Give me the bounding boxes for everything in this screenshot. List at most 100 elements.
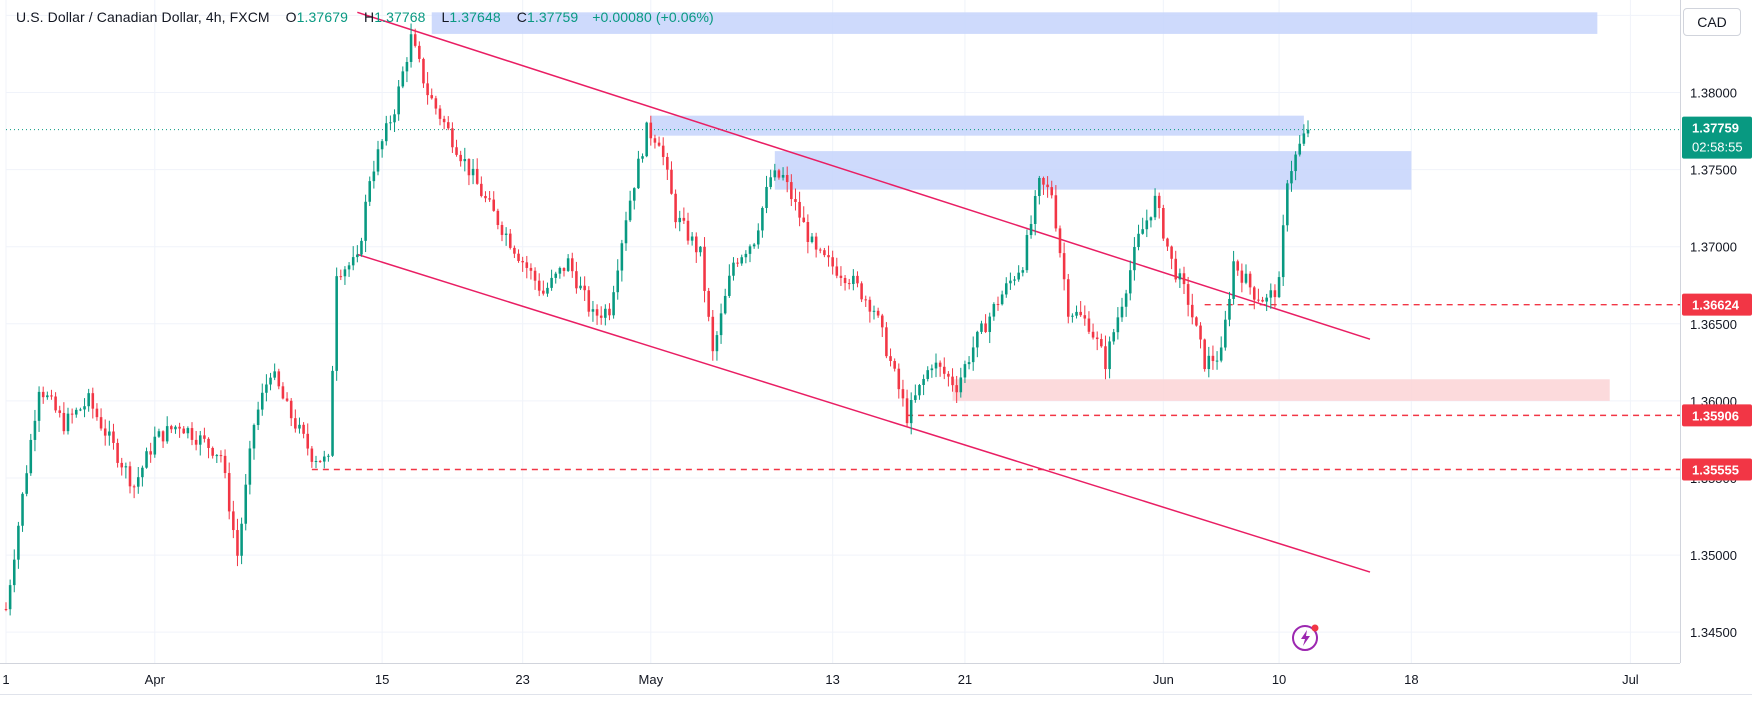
candle [1174, 250, 1178, 283]
candle [1236, 259, 1240, 276]
candle [773, 163, 777, 181]
candle-body [1269, 290, 1273, 298]
candle [112, 423, 115, 450]
candle [620, 239, 624, 282]
candle [558, 266, 562, 279]
candle [310, 446, 314, 468]
x-tick-label: 21 [958, 672, 972, 687]
candle [1145, 209, 1149, 238]
horizontal-levels [6, 129, 1680, 471]
candle [141, 465, 144, 487]
candle [1004, 277, 1008, 298]
candle-body [178, 426, 181, 429]
candle [153, 426, 157, 458]
candle-body [893, 360, 896, 369]
candle-body [496, 210, 500, 225]
candle-body [471, 168, 475, 176]
candle-body [376, 149, 380, 172]
candle-body [91, 393, 95, 409]
time-axis-labels: 1 Apr 15 23 May 13 21 Jun 10 18 Jul [2, 672, 1638, 687]
candle-body [1013, 279, 1016, 281]
x-tick-label: 18 [1404, 672, 1418, 687]
candle-body [637, 158, 640, 189]
candle-body [699, 246, 702, 253]
candle [438, 105, 442, 126]
candle-body [955, 385, 958, 393]
candle-body [823, 250, 826, 256]
candle-body [120, 462, 124, 468]
candle-body [599, 315, 603, 318]
candle-body [533, 270, 537, 281]
candle [17, 521, 20, 569]
candle [360, 237, 363, 257]
candle-body [1083, 315, 1087, 319]
candle-body [434, 98, 438, 109]
candle [294, 409, 297, 433]
candle-body [1232, 261, 1235, 299]
candle-body [670, 169, 673, 194]
candle-body [198, 435, 202, 445]
candle-body [554, 273, 558, 278]
candle [1261, 296, 1264, 303]
candle [996, 296, 1000, 311]
candle [885, 322, 888, 359]
bottom-strip [0, 694, 1752, 714]
candle [719, 303, 723, 344]
candle-body [128, 466, 132, 487]
candle-body [1190, 304, 1194, 318]
level-tag [1682, 458, 1752, 481]
candle [1157, 192, 1161, 219]
candle-body [1021, 270, 1025, 273]
candle-body [430, 95, 434, 99]
candle [79, 407, 82, 412]
candle-body [1066, 279, 1070, 317]
candle-body [1182, 273, 1186, 285]
candle-body [108, 431, 111, 436]
candle [331, 365, 334, 457]
candle-body [1294, 154, 1297, 172]
candle [967, 356, 971, 370]
candle [285, 392, 289, 402]
candle [1228, 291, 1231, 327]
candle-body [769, 177, 772, 187]
candle [33, 409, 37, 452]
candle [455, 139, 458, 157]
candle-body [806, 222, 810, 242]
candle-body [715, 335, 719, 352]
candle-body [773, 170, 777, 178]
candle-body [1017, 272, 1020, 280]
candle-body [356, 254, 359, 258]
candle [1054, 185, 1058, 232]
candle [1120, 297, 1124, 322]
candle [971, 336, 975, 371]
candle [876, 307, 880, 318]
candle [492, 191, 496, 212]
level-tag-label: 1.36624 [1692, 298, 1740, 313]
candle-body [360, 240, 363, 255]
candle-body [232, 511, 235, 531]
candle-body [1087, 318, 1091, 332]
candle [1100, 333, 1103, 348]
candle-body [1277, 277, 1281, 298]
candle [583, 276, 586, 302]
candle-body [562, 268, 566, 271]
candle-body [818, 249, 822, 251]
candle-body [401, 71, 405, 87]
candle [1066, 273, 1070, 324]
currency-button[interactable]: CAD [1683, 8, 1741, 36]
candle [732, 257, 735, 281]
candle-body [645, 122, 648, 157]
candle-body [703, 246, 706, 291]
candle [165, 416, 169, 444]
lightning-icon[interactable] [1290, 621, 1322, 653]
candle [1116, 307, 1120, 340]
candle-body [1120, 306, 1124, 318]
candle-body [761, 207, 764, 231]
candle-body [322, 456, 326, 462]
candle [599, 306, 603, 325]
candle-body [525, 262, 529, 268]
candle-body [1042, 177, 1045, 185]
candle [149, 442, 152, 463]
candle [847, 278, 851, 290]
